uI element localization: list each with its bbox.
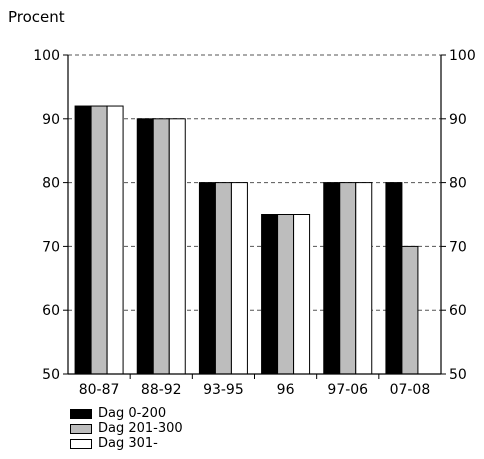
bars: [74, 105, 419, 375]
bar: [136, 118, 154, 375]
y-tick-label-right: 50: [449, 367, 467, 383]
x-tick-label: 97-06: [327, 382, 368, 398]
legend-label: Dag 201-300: [98, 421, 183, 436]
bar: [293, 214, 311, 375]
x-tick-label: 93-95: [203, 382, 244, 398]
legend: Dag 0-200 Dag 201-300 Dag 301-: [70, 406, 183, 451]
y-tick-label-left: 70: [42, 239, 60, 255]
bar: [355, 182, 373, 375]
x-tick-label: 80-87: [79, 382, 120, 398]
y-tick-label-left: 100: [33, 48, 60, 64]
y-tick-label-right: 60: [449, 303, 467, 319]
axes: [63, 54, 446, 379]
y-tick-label-left: 90: [42, 112, 60, 128]
y-tick-label-left: 50: [42, 367, 60, 383]
legend-swatch-1: [70, 423, 92, 434]
bar: [385, 182, 403, 375]
y-tick-label-left: 80: [42, 176, 60, 192]
bar: [74, 105, 92, 375]
gridlines: [68, 54, 441, 311]
x-tick-label: 07-08: [390, 382, 431, 398]
x-tick-label: 96: [277, 382, 295, 398]
bar: [401, 245, 419, 375]
bar: [168, 118, 186, 375]
bar: [230, 182, 248, 375]
y-tick-label-right: 100: [449, 48, 476, 64]
y-tick-label-left: 60: [42, 303, 60, 319]
legend-label: Dag 0-200: [98, 406, 167, 421]
bar: [339, 182, 357, 375]
legend-label: Dag 301-: [98, 436, 158, 451]
bar: [198, 182, 216, 375]
bar: [152, 118, 170, 375]
legend-swatch-0: [70, 408, 92, 419]
legend-item: Dag 301-: [70, 436, 183, 451]
bar: [90, 105, 108, 375]
legend-item: Dag 0-200: [70, 406, 183, 421]
bar: [323, 182, 341, 375]
y-axis-label: Procent: [8, 8, 65, 26]
legend-item: Dag 201-300: [70, 421, 183, 436]
y-tick-label-right: 90: [449, 112, 467, 128]
y-tick-label-right: 80: [449, 176, 467, 192]
legend-swatch-2: [70, 438, 92, 449]
tick-labels: 50 50 60 60 70 70 80 80 90 90 100 100 80-87 88-92 93-9…: [33, 48, 475, 398]
x-tick-label: 88-92: [141, 382, 182, 398]
bar: [106, 105, 124, 375]
y-tick-label-right: 70: [449, 239, 467, 255]
bar: [277, 214, 295, 375]
bar: [214, 182, 232, 375]
bar: [261, 214, 279, 375]
